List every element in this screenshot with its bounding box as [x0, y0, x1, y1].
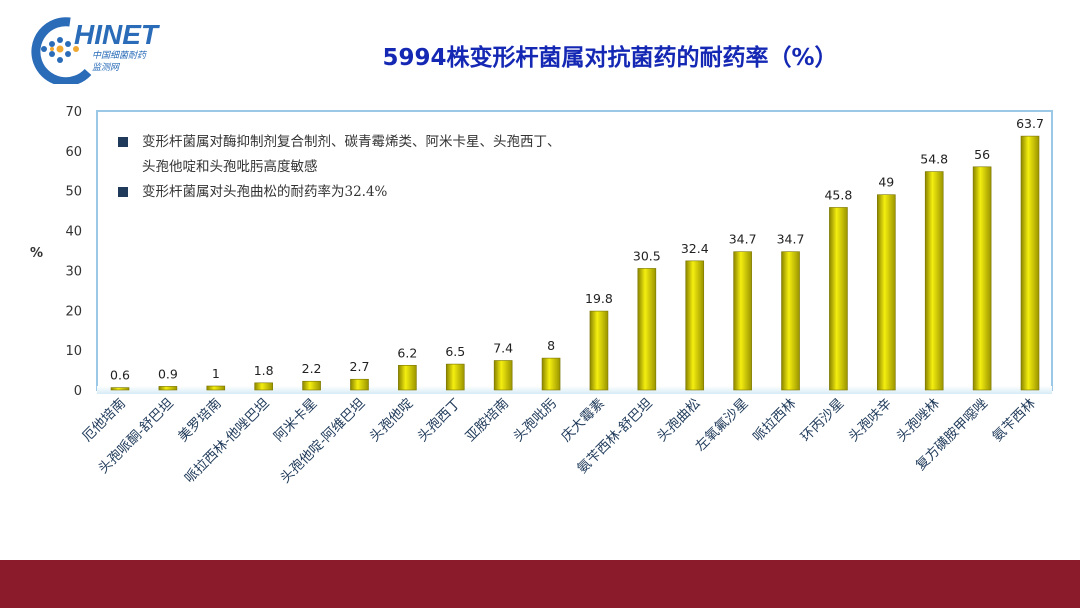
- y-tick-label: 50: [65, 185, 82, 200]
- chart-title: 5994株变形杆菌属对抗菌药的耐药率（%）: [382, 45, 838, 71]
- bar: [493, 360, 513, 391]
- data-label: 34.7: [777, 232, 805, 247]
- bar: [254, 382, 273, 391]
- data-label: 63.7: [1016, 116, 1044, 131]
- y-tick-label: 20: [65, 304, 82, 319]
- y-tick-label: 70: [65, 105, 82, 120]
- x-category-label: 庆大霉素: [558, 396, 607, 445]
- svg-text:中国细菌耐药: 中国细菌耐药: [92, 50, 148, 61]
- data-label: 34.7: [729, 232, 757, 247]
- bar: [589, 310, 609, 391]
- x-category-label: 美罗培南: [175, 396, 224, 445]
- bar: [541, 357, 561, 391]
- x-category-label: 厄他培南: [79, 396, 128, 445]
- note-1: 变形杆菌属对酶抑制剂复合制剂、碳青霉烯类、阿米卡星、头孢西丁、: [142, 134, 561, 150]
- bullet-icon: [118, 137, 128, 147]
- data-label: 6.5: [445, 344, 465, 359]
- x-category-label: 头孢呋辛: [846, 396, 895, 445]
- plot-floor: [97, 386, 1052, 394]
- data-label: 8: [547, 338, 555, 353]
- bar: [350, 378, 369, 391]
- bar: [158, 386, 178, 391]
- x-category-label: 氨苄西林: [989, 395, 1039, 445]
- footer-bar: [0, 560, 1080, 608]
- y-tick-label: 0: [74, 384, 82, 399]
- svg-text:监测网: 监测网: [92, 62, 120, 73]
- bar: [733, 251, 752, 391]
- y-tick-label: 30: [65, 264, 82, 279]
- data-label: 49: [878, 175, 894, 190]
- data-label: 0.9: [158, 366, 178, 381]
- note-1-cont: 头孢他啶和头孢吡肟高度敏感: [142, 159, 318, 175]
- data-label: 54.8: [920, 152, 948, 167]
- data-label: 32.4: [681, 241, 709, 256]
- x-category-label: 头孢吡肟: [510, 396, 559, 445]
- bar: [924, 171, 944, 391]
- data-label: 1.8: [254, 363, 274, 378]
- data-label: 0.6: [110, 368, 130, 383]
- svg-text:HINET: HINET: [74, 19, 161, 50]
- bar: [1020, 135, 1040, 391]
- x-category-label: 阿米卡星: [271, 396, 320, 445]
- bar: [877, 194, 896, 391]
- x-category-label: 头孢曲松: [654, 396, 703, 445]
- data-label: 2.2: [302, 361, 322, 376]
- bar-chart: 010203040506070%0.6厄他培南0.9头孢哌酮-舒巴坦1美罗培南1…: [30, 105, 1053, 487]
- data-label: 1: [212, 366, 220, 381]
- bar: [829, 207, 848, 391]
- y-tick-label: 40: [65, 225, 82, 240]
- bar: [445, 363, 465, 391]
- x-category-label: 头孢唑林: [894, 395, 944, 445]
- bar: [302, 380, 321, 391]
- chinet-logo: HINET 中国细菌耐药 监测网: [30, 14, 190, 87]
- bar: [972, 166, 992, 391]
- notes-box: 变形杆菌属对酶抑制剂复合制剂、碳青霉烯类、阿米卡星、头孢西丁、 头孢他啶和头孢吡…: [118, 130, 561, 205]
- bullet-icon: [118, 187, 128, 197]
- data-label: 19.8: [585, 291, 613, 306]
- x-category-label: 头孢西丁: [415, 396, 464, 445]
- data-label: 45.8: [824, 187, 852, 202]
- data-label: 56: [974, 147, 990, 162]
- y-tick-label: 10: [65, 344, 82, 359]
- note-2: 变形杆菌属对头孢曲松的耐药率为32.4%: [142, 184, 388, 200]
- bar: [781, 251, 800, 391]
- y-tick-label: 60: [65, 145, 82, 160]
- x-category-label: 哌拉西林: [749, 394, 800, 445]
- x-category-label: 环丙沙星: [798, 396, 847, 445]
- bar: [398, 364, 417, 391]
- bar: [206, 385, 226, 391]
- bar: [110, 387, 130, 391]
- data-label: 2.7: [350, 359, 370, 374]
- x-category-label: 头孢他啶: [367, 396, 416, 445]
- data-label: 6.2: [397, 345, 417, 360]
- x-category-label: 亚胺培南: [462, 396, 511, 445]
- bar: [685, 260, 705, 391]
- data-label: 7.4: [493, 341, 513, 356]
- bar: [637, 268, 657, 391]
- x-category-label: 头孢他啶-阿维巴坦: [277, 396, 368, 487]
- y-axis-label: %: [30, 246, 43, 261]
- x-category-label: 左氧氟沙星: [692, 396, 751, 455]
- x-category-label: 哌拉西林-他唑巴坦: [181, 395, 273, 487]
- data-label: 30.5: [633, 248, 661, 263]
